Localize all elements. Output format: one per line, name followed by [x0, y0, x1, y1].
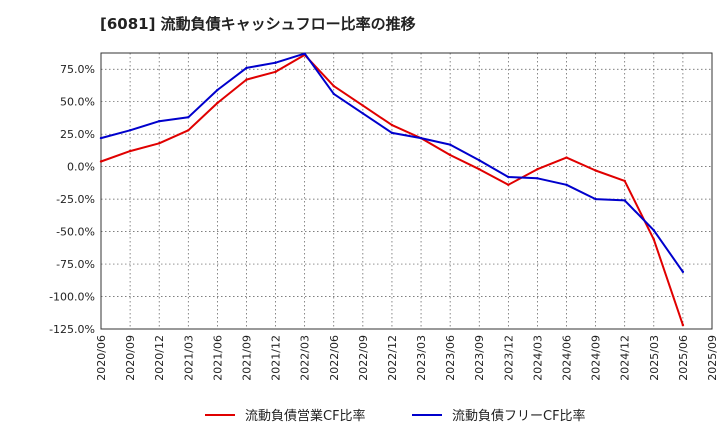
data-point	[536, 177, 539, 180]
data-point	[128, 149, 132, 153]
data-point	[128, 129, 132, 132]
x-tick-label: 2022/03	[299, 335, 312, 381]
x-tick-label: 2024/12	[619, 335, 632, 381]
x-tick-label: 2024/06	[561, 335, 574, 381]
data-point	[99, 160, 103, 163]
data-point	[187, 116, 190, 119]
x-tick-label: 2021/12	[270, 335, 283, 381]
data-point	[245, 66, 248, 70]
x-tick-label: 2025/03	[648, 335, 661, 381]
data-point	[332, 84, 335, 88]
x-tick-label: 2024/03	[531, 335, 544, 381]
x-tick-label: 2020/09	[124, 335, 137, 381]
data-point	[478, 158, 481, 162]
data-point	[157, 142, 161, 145]
series-layer	[99, 52, 685, 327]
data-point	[332, 92, 335, 96]
legend-label: 流動負債営業CF比率	[245, 408, 366, 424]
data-point	[99, 136, 103, 140]
data-point	[652, 229, 656, 232]
y-tick-label: 50.0%	[60, 96, 95, 109]
data-point	[681, 270, 685, 274]
x-tick-label: 2021/03	[182, 335, 195, 381]
data-point	[448, 143, 452, 146]
chart-title: [6081] 流動負債キャッシュフロー比率の推移	[100, 15, 416, 33]
x-tick-label: 2020/12	[153, 335, 166, 381]
x-tick-label: 2021/09	[240, 335, 253, 381]
data-point	[216, 88, 219, 92]
y-tick-label: -50.0%	[56, 226, 95, 239]
x-axis: 2020/06 2020/09 2020/12 2021/03 2021/06 2021/…	[95, 335, 719, 381]
grid	[100, 53, 713, 330]
x-tick-label: 2023/06	[444, 335, 457, 381]
y-axis: 75.0% 50.0% 25.0% 0.0% -25.0% -50.0% -75.0% -10…	[49, 63, 95, 336]
x-tick-label: 2025/09	[706, 335, 719, 381]
data-point	[245, 78, 248, 81]
y-tick-label: -25.0%	[56, 193, 95, 206]
data-point	[448, 153, 452, 157]
data-point	[390, 123, 394, 127]
y-tick-label: -125.0%	[49, 323, 95, 336]
data-point	[216, 101, 219, 105]
data-point	[274, 61, 277, 64]
data-point	[303, 52, 306, 55]
data-point	[274, 70, 277, 74]
data-point	[594, 169, 597, 172]
legend: 流動負債営業CF比率 流動負債フリーCF比率	[205, 408, 586, 424]
data-point	[507, 175, 510, 179]
x-tick-label: 2025/06	[677, 335, 690, 381]
data-point	[361, 112, 365, 115]
data-point	[187, 129, 190, 132]
x-tick-label: 2023/09	[473, 335, 486, 381]
series-2	[99, 52, 685, 274]
data-point	[565, 183, 568, 187]
data-point	[681, 323, 685, 327]
legend-label: 流動負債フリーCF比率	[452, 408, 586, 424]
y-tick-label: 0.0%	[67, 161, 95, 174]
data-point	[478, 168, 481, 171]
data-point	[652, 238, 656, 241]
y-tick-label: 75.0%	[60, 63, 95, 76]
data-point	[536, 168, 539, 171]
data-point	[507, 183, 510, 187]
y-tick-label: -75.0%	[56, 258, 95, 271]
x-tick-label: 2021/06	[211, 335, 224, 381]
data-point	[623, 199, 626, 202]
plot-frame	[100, 52, 713, 330]
x-tick-label: 2023/12	[502, 335, 515, 381]
data-point	[565, 156, 568, 159]
data-point	[623, 179, 626, 183]
data-point	[157, 119, 161, 123]
data-point	[419, 136, 423, 140]
series-1	[99, 53, 685, 327]
x-tick-label: 2024/09	[590, 335, 603, 381]
x-tick-label: 2022/12	[386, 335, 399, 381]
x-tick-label: 2023/03	[415, 335, 428, 381]
y-tick-label: -100.0%	[49, 291, 95, 304]
x-tick-label: 2020/06	[95, 335, 108, 381]
data-point	[594, 197, 597, 201]
data-point	[361, 104, 365, 107]
x-tick-label: 2022/09	[357, 335, 370, 381]
data-point	[390, 131, 394, 135]
x-tick-label: 2022/06	[328, 335, 341, 381]
y-tick-label: 25.0%	[60, 128, 95, 141]
